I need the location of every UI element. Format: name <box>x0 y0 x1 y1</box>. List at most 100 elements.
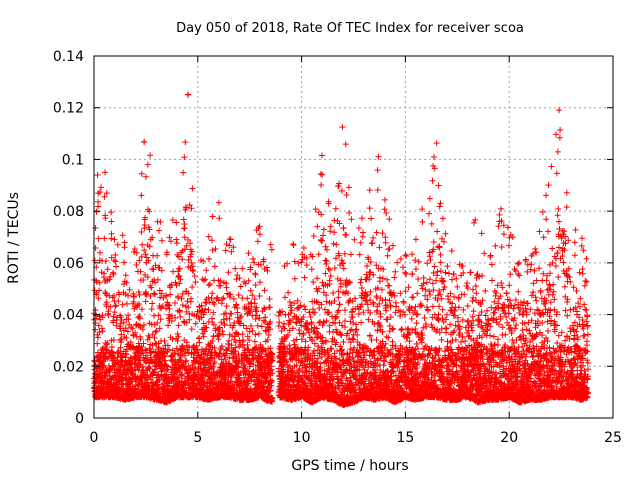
data-point <box>314 223 321 230</box>
data-point <box>402 288 409 295</box>
data-point <box>101 235 108 242</box>
data-point <box>141 247 148 254</box>
data-point <box>341 250 348 257</box>
data-point <box>113 263 120 270</box>
data-point <box>244 295 251 302</box>
data-point <box>339 124 346 131</box>
data-point <box>219 296 226 303</box>
data-point <box>136 291 143 298</box>
data-point <box>375 153 382 160</box>
data-point <box>239 265 246 272</box>
data-point <box>355 225 362 232</box>
data-point <box>181 154 188 161</box>
data-point <box>138 170 145 177</box>
data-point <box>302 306 309 313</box>
data-point <box>402 269 409 276</box>
data-point <box>357 279 364 286</box>
data-point <box>138 192 145 199</box>
data-point <box>408 315 415 322</box>
data-point <box>102 364 109 371</box>
data-point <box>267 241 274 248</box>
data-point <box>340 225 347 232</box>
data-point <box>379 275 386 282</box>
data-point <box>138 229 145 236</box>
data-point <box>301 274 308 281</box>
data-point <box>122 272 129 279</box>
data-point <box>336 301 343 308</box>
data-point <box>237 283 244 290</box>
data-point <box>340 265 347 272</box>
data-point <box>103 190 110 197</box>
data-point <box>181 225 188 232</box>
data-point <box>191 272 198 279</box>
data-point <box>92 224 99 231</box>
data-point <box>95 287 102 294</box>
data-point <box>119 301 126 308</box>
data-point <box>103 341 110 348</box>
data-point <box>94 172 101 179</box>
data-point <box>403 271 410 278</box>
data-point <box>173 240 180 247</box>
data-point <box>370 234 377 241</box>
data-point <box>381 206 388 213</box>
data-point <box>175 322 182 329</box>
data-point <box>310 233 317 240</box>
data-point <box>340 339 347 346</box>
data-point <box>256 231 263 238</box>
data-point <box>157 218 164 225</box>
data-point <box>175 294 182 301</box>
data-point <box>108 218 115 225</box>
data-point <box>209 213 216 220</box>
data-point <box>397 255 404 262</box>
data-point <box>252 271 259 278</box>
data-point <box>268 246 275 253</box>
data-point <box>312 206 319 213</box>
data-point <box>95 198 102 205</box>
data-point <box>174 330 181 337</box>
data-point <box>158 237 165 244</box>
data-point <box>334 275 341 282</box>
data-point <box>104 340 111 347</box>
data-point <box>107 273 114 280</box>
data-point <box>342 141 349 148</box>
data-point <box>101 193 108 200</box>
data-point <box>252 316 259 323</box>
data-point <box>252 331 259 338</box>
data-point <box>131 294 138 301</box>
data-point <box>103 292 110 299</box>
data-point <box>180 318 187 325</box>
data-point <box>212 245 219 252</box>
data-point <box>102 215 109 222</box>
data-point <box>391 274 398 281</box>
data-point <box>351 236 358 243</box>
data-point <box>314 275 321 282</box>
data-point <box>139 241 146 248</box>
data-point <box>92 380 99 387</box>
data-point <box>142 173 149 180</box>
data-point <box>142 298 149 305</box>
data-point <box>384 276 391 283</box>
data-point <box>280 324 287 331</box>
data-point <box>318 181 325 188</box>
data-point <box>374 186 381 193</box>
data-point <box>149 300 156 307</box>
data-point <box>335 294 342 301</box>
data-point <box>275 312 282 319</box>
data-point <box>185 91 192 98</box>
data-point <box>95 322 102 329</box>
data-point <box>233 276 240 283</box>
data-point <box>143 254 150 261</box>
data-point <box>228 310 235 317</box>
data-point <box>105 308 112 315</box>
data-point <box>117 314 124 321</box>
data-point <box>366 205 373 212</box>
data-point <box>322 243 329 250</box>
data-point <box>99 325 106 332</box>
data-point <box>265 331 272 338</box>
data-point <box>405 284 412 291</box>
data-point <box>219 331 226 338</box>
data-point <box>94 349 101 356</box>
data-point <box>381 358 388 365</box>
data-point <box>290 242 297 249</box>
data-point <box>254 322 261 329</box>
